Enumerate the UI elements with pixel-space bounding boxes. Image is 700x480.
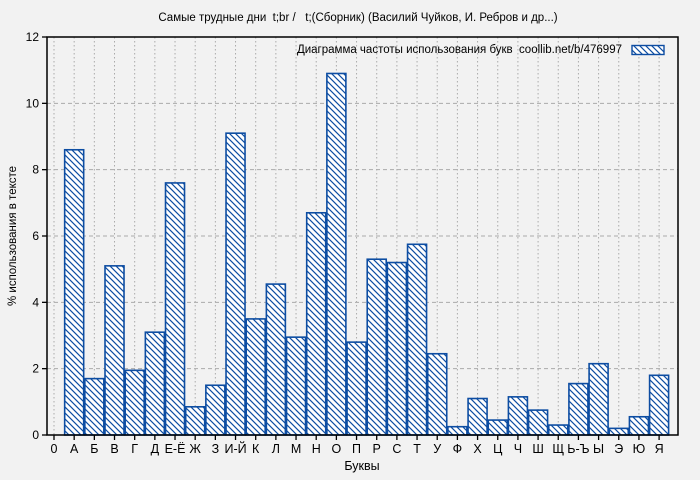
x-tick-label: Т xyxy=(413,442,421,456)
bar-К xyxy=(245,318,266,436)
bar-В xyxy=(104,265,125,436)
x-tick-label: Д xyxy=(151,442,160,456)
x-tick-label: А xyxy=(70,442,79,456)
x-tick-label: Ш xyxy=(532,442,543,456)
x-tick-label: Щ xyxy=(552,442,564,456)
x-tick-label: И-Й xyxy=(224,441,246,456)
axis-ticks xyxy=(42,36,660,440)
bar-Д xyxy=(144,331,166,436)
bar-Х xyxy=(467,397,488,436)
y-tick-label: 10 xyxy=(26,96,40,110)
x-tick-label: М xyxy=(291,442,301,456)
y-tick-label: 2 xyxy=(32,362,39,376)
bar-Е-Ё xyxy=(164,182,186,436)
bar-П xyxy=(346,341,367,436)
y-tick-label: 0 xyxy=(32,428,39,442)
bar-С xyxy=(386,261,408,436)
bar-И-Й xyxy=(225,132,246,436)
x-tick-label: У xyxy=(433,442,441,456)
x-tick-label: Ь-Ъ xyxy=(567,442,589,456)
bar-Ы xyxy=(588,362,609,436)
bar-Б xyxy=(84,377,105,436)
gridlines xyxy=(47,37,678,435)
x-tick-label-origin: 0 xyxy=(51,442,58,456)
bar-Ф xyxy=(447,425,468,436)
x-tick-label: З xyxy=(212,442,220,456)
x-tick-label: Г xyxy=(131,442,138,456)
bar-Ш xyxy=(527,409,549,436)
x-tick-label: Х xyxy=(473,442,482,456)
bar-З xyxy=(205,384,226,436)
bar-А xyxy=(63,148,85,436)
y-tick-label: 8 xyxy=(32,163,39,177)
x-tick-label: К xyxy=(252,442,260,456)
x-tick-label: Э xyxy=(614,442,623,456)
bar-Т xyxy=(406,243,428,436)
x-tick-label: Л xyxy=(272,442,280,456)
x-tick-label: Н xyxy=(312,442,321,456)
x-tick-label: С xyxy=(392,442,401,456)
x-tick-label: Ф xyxy=(453,442,463,456)
y-axis-title: % использования в тексте xyxy=(7,166,19,306)
y-tick-label: 12 xyxy=(26,30,40,44)
bar-М xyxy=(285,336,307,436)
chart-title: Самые трудные дни t;br / t;(Сборник) (Ва… xyxy=(158,12,557,24)
x-tick-label: П xyxy=(352,442,361,456)
x-tick-label: В xyxy=(110,442,118,456)
bar-Ь-Ъ xyxy=(568,382,589,436)
x-tick-label: Ц xyxy=(493,442,503,456)
bar-Ч xyxy=(507,396,529,436)
bar-Ц xyxy=(487,419,509,436)
x-tick-label: Б xyxy=(90,442,98,456)
bar-Г xyxy=(124,369,145,436)
x-tick-label: Ы xyxy=(593,442,604,456)
bar-Л xyxy=(265,283,287,436)
legend-swatch xyxy=(631,44,665,56)
bar-Ж xyxy=(184,406,206,436)
bar-О xyxy=(326,72,347,436)
y-tick-label: 6 xyxy=(32,229,39,243)
y-tick-label: 4 xyxy=(32,295,39,309)
axis-tick-labels: 0 А Б В Г Д Е-Ё Ж З И-Й К Л М Н О П Р С Т У Ф Х Ц Ч Ш Щ Ь-Ъ Ы Э Ю Я024… xyxy=(26,30,664,456)
x-tick-label: Ю xyxy=(633,442,646,456)
bar-У xyxy=(426,352,448,436)
x-tick-label: Ж xyxy=(189,442,201,456)
bar-Я xyxy=(648,374,670,436)
legend-label: Диаграмма частоты использования букв coo… xyxy=(297,44,622,56)
bar-Н xyxy=(305,211,327,436)
x-tick-label: Е-Ё xyxy=(165,442,186,456)
x-tick-label: О xyxy=(332,442,342,456)
bar-Щ xyxy=(547,424,569,436)
x-tick-label: Р xyxy=(373,442,381,456)
bar-Э xyxy=(608,427,630,436)
x-tick-label: Я xyxy=(655,442,664,456)
bar-Ю xyxy=(628,415,650,436)
x-axis-title: Буквы xyxy=(344,459,379,473)
bar-Р xyxy=(366,258,388,436)
x-tick-label: Ч xyxy=(514,442,522,456)
